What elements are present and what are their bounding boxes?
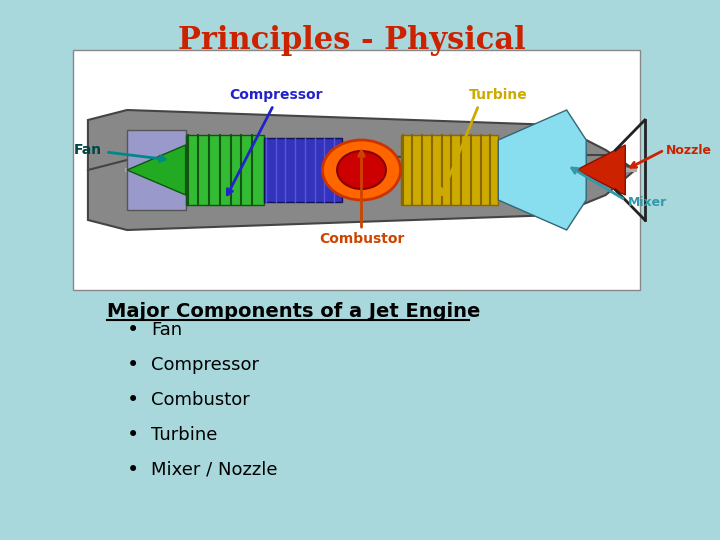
Text: •: •: [127, 460, 139, 480]
Text: •: •: [127, 355, 139, 375]
Bar: [127, 130, 186, 210]
Ellipse shape: [337, 151, 386, 189]
Text: Combustor: Combustor: [319, 232, 404, 246]
Bar: [264, 138, 342, 202]
Text: •: •: [127, 320, 139, 340]
Bar: [186, 135, 264, 205]
Text: Mixer / Nozzle: Mixer / Nozzle: [151, 461, 278, 479]
Text: •: •: [127, 425, 139, 445]
Text: Fan: Fan: [73, 143, 102, 157]
Text: Compressor: Compressor: [229, 88, 323, 102]
Text: Nozzle: Nozzle: [666, 144, 712, 157]
FancyBboxPatch shape: [73, 50, 640, 290]
Polygon shape: [88, 110, 635, 185]
Polygon shape: [577, 145, 625, 195]
Text: Turbine: Turbine: [469, 88, 528, 102]
Polygon shape: [127, 145, 186, 195]
Text: Turbine: Turbine: [151, 426, 218, 444]
Ellipse shape: [323, 140, 400, 200]
Text: •: •: [127, 390, 139, 410]
Text: Principles - Physical: Principles - Physical: [178, 25, 526, 56]
Polygon shape: [88, 155, 635, 230]
Bar: [400, 135, 498, 205]
Text: Compressor: Compressor: [151, 356, 259, 374]
Text: Major Components of a Jet Engine: Major Components of a Jet Engine: [107, 302, 481, 321]
Text: Mixer: Mixer: [629, 195, 667, 208]
Polygon shape: [498, 110, 586, 230]
Text: Combustor: Combustor: [151, 391, 250, 409]
Text: Fan: Fan: [151, 321, 183, 339]
